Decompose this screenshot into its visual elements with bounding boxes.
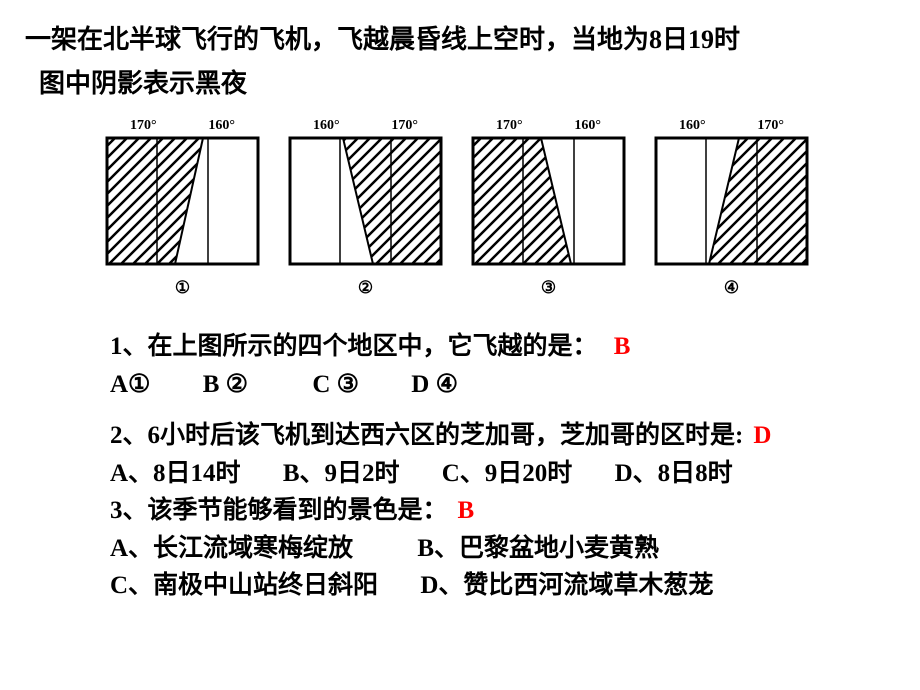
diagram-2-num: ② — [358, 278, 373, 298]
diagram-3: 170° 160° ③ — [471, 118, 626, 298]
diagram-3-label-left: 170° — [496, 118, 523, 134]
q3-opt-c: C、南极中山站终日斜阳 — [110, 567, 378, 605]
q2-opt-a: A、8日14时 — [110, 455, 241, 493]
diagram-4-label-right: 170° — [757, 118, 784, 134]
q1-answer: B — [614, 333, 631, 360]
q1-opt-b: B ② — [203, 366, 248, 404]
q2-opt-b: B、9日2时 — [283, 455, 400, 493]
q2-answer: D — [753, 422, 771, 449]
q3-opt-b: B、巴黎盆地小麦黄熟 — [417, 530, 659, 568]
title: 一架在北半球飞行的飞机，飞越晨昏线上空时，当地为8日19时 — [25, 20, 900, 59]
diagram-1: 170° 160° ① — [105, 118, 260, 298]
q2-opt-d: D、8日8时 — [615, 455, 733, 493]
q1-opt-a: A① — [110, 366, 150, 404]
q1-opt-c: C ③ — [312, 366, 359, 404]
diagram-1-label-right: 160° — [208, 118, 235, 134]
diagram-4-label-left: 160° — [679, 118, 706, 134]
diagram-4: 160° 170° ④ — [654, 118, 809, 298]
q3-answer: B — [458, 497, 475, 524]
q3-options-row1: A、长江流域寒梅绽放 B、巴黎盆地小麦黄熟 — [110, 530, 900, 568]
diagram-3-label-right: 160° — [574, 118, 601, 134]
q3-opt-a: A、长江流域寒梅绽放 — [110, 530, 353, 568]
q3-text-line: 3、该季节能够看到的景色是： B — [110, 492, 900, 530]
diagram-2: 160° 170° ② — [288, 118, 443, 298]
q1-options: A① B ② C ③ D ④ — [110, 366, 900, 404]
diagram-1-num: ① — [175, 278, 190, 298]
subtitle: 图中阴影表示黑夜 — [39, 63, 900, 100]
diagram-row: 170° 160° ① 160° 170° — [105, 118, 900, 298]
diagram-2-label-right: 170° — [391, 118, 418, 134]
diagram-4-svg — [654, 136, 809, 266]
diagram-2-label-left: 160° — [313, 118, 340, 134]
q2-opt-c: C、9日20时 — [442, 455, 573, 493]
diagram-2-labels: 160° 170° — [288, 118, 443, 134]
diagram-1-label-left: 170° — [130, 118, 157, 134]
questions: 1、在上图所示的四个地区中，它飞越的是： B A① B ② C ③ D ④ 2、… — [110, 328, 900, 605]
diagram-1-svg — [105, 136, 260, 266]
q2-options: A、8日14时 B、9日2时 C、9日20时 D、8日8时 — [110, 455, 900, 493]
diagram-4-num: ④ — [724, 278, 739, 298]
q3-opt-d: D、赞比西河流域草木葱茏 — [420, 567, 713, 605]
q1-opt-d: D ④ — [411, 366, 458, 404]
diagram-3-labels: 170° 160° — [471, 118, 626, 134]
diagram-2-svg — [288, 136, 443, 266]
q3-options-row2: C、南极中山站终日斜阳 D、赞比西河流域草木葱茏 — [110, 567, 900, 605]
q2-text: 2、6小时后该飞机到达西六区的芝加哥，芝加哥的区时是: — [110, 422, 743, 449]
q1-text-line: 1、在上图所示的四个地区中，它飞越的是： B — [110, 328, 900, 366]
q3-text: 3、该季节能够看到的景色是： — [110, 497, 448, 524]
diagram-3-svg — [471, 136, 626, 266]
q2-text-line: 2、6小时后该飞机到达西六区的芝加哥，芝加哥的区时是: D — [110, 417, 900, 455]
diagram-4-labels: 160° 170° — [654, 118, 809, 134]
q1-text: 1、在上图所示的四个地区中，它飞越的是： — [110, 333, 598, 360]
diagram-1-labels: 170° 160° — [105, 118, 260, 134]
diagram-3-num: ③ — [541, 278, 556, 298]
